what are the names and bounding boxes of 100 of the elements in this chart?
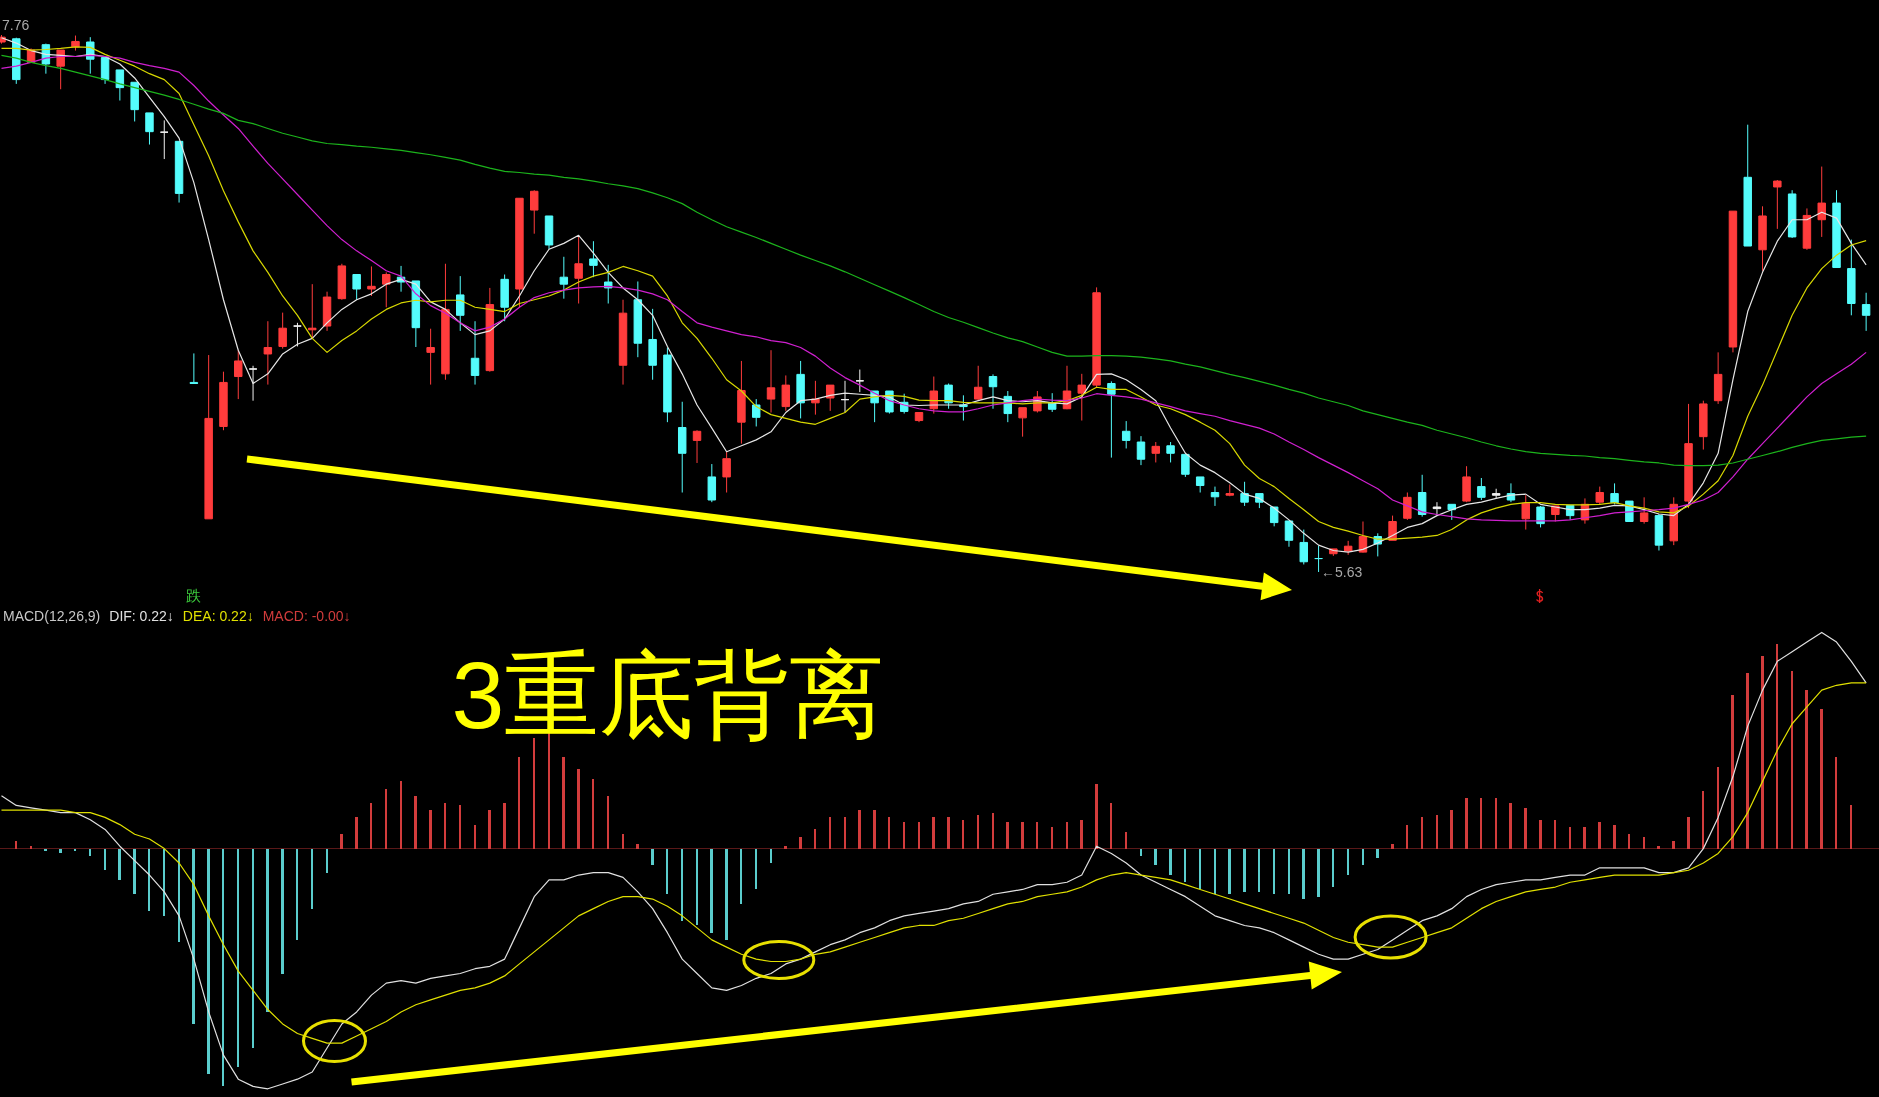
candlestick — [1284, 520, 1294, 548]
bar — [1258, 849, 1260, 892]
candlestick — [1269, 506, 1279, 527]
bar — [814, 829, 816, 849]
bar — [429, 810, 432, 849]
candlestick — [1654, 513, 1664, 551]
bar — [1687, 817, 1690, 849]
candlestick — [1773, 179, 1782, 230]
bar — [651, 849, 654, 865]
candlestick — [1758, 205, 1767, 272]
candlestick — [811, 380, 820, 416]
bar — [385, 789, 387, 849]
bar — [1362, 849, 1364, 865]
bar — [1125, 832, 1127, 849]
bar — [1243, 849, 1246, 892]
bar — [1805, 690, 1808, 849]
candlestick — [914, 412, 924, 423]
bar — [1036, 822, 1038, 849]
bar — [1199, 849, 1201, 889]
candlestick — [973, 365, 983, 402]
bar — [829, 817, 831, 849]
candlestick — [648, 308, 657, 381]
bar — [992, 813, 994, 849]
bar — [799, 837, 802, 849]
candlestick — [352, 274, 361, 301]
bar — [1746, 673, 1749, 849]
candlestick — [1299, 529, 1308, 565]
candlestick — [441, 263, 450, 381]
candlestick — [544, 215, 554, 250]
candlestick — [722, 451, 731, 494]
bar — [15, 841, 17, 849]
bar — [873, 810, 876, 849]
candlestick — [1018, 407, 1027, 438]
bar — [577, 769, 580, 849]
candlestick — [707, 463, 717, 503]
candlestick — [263, 320, 273, 386]
bar — [533, 738, 535, 849]
bar — [311, 849, 313, 909]
bar — [118, 849, 121, 880]
bar — [1776, 644, 1778, 849]
candlestick — [1047, 392, 1057, 413]
candlestick — [1728, 210, 1738, 353]
bar — [237, 849, 239, 1067]
bar — [592, 779, 594, 849]
bar — [784, 846, 787, 849]
candlestick — [1491, 488, 1501, 499]
bar — [1214, 849, 1216, 894]
bar — [1731, 695, 1734, 849]
candlestick — [1684, 403, 1693, 509]
bar — [133, 849, 136, 894]
candlestick — [426, 328, 435, 386]
bar — [488, 810, 491, 849]
candlestick — [515, 197, 524, 308]
bar — [222, 849, 224, 1086]
candlestick — [145, 112, 154, 146]
bar — [1761, 656, 1764, 849]
bar — [1598, 822, 1601, 849]
bar — [844, 817, 846, 849]
candlestick — [796, 360, 805, 419]
bar — [1051, 827, 1053, 849]
candlestick — [855, 369, 865, 393]
bar — [858, 810, 861, 849]
candlestick — [485, 287, 495, 373]
candlestick — [1092, 286, 1101, 388]
candlestick — [204, 354, 213, 520]
bar — [89, 849, 91, 856]
bar — [1509, 803, 1512, 849]
bar — [962, 820, 964, 849]
candlestick — [737, 360, 746, 445]
candlestick — [1802, 207, 1812, 251]
bar — [1791, 671, 1793, 849]
bar — [1095, 784, 1098, 849]
candlestick — [1743, 124, 1752, 247]
bar — [1391, 844, 1394, 849]
bar — [1436, 815, 1438, 849]
candlestick — [574, 235, 583, 304]
candlestick — [559, 256, 569, 300]
bar — [192, 849, 195, 1024]
bar — [148, 849, 150, 911]
annotation: ←5.63 — [1321, 564, 1363, 580]
bar — [622, 834, 624, 849]
bar — [607, 796, 609, 849]
bar — [1273, 849, 1275, 894]
bar — [1539, 820, 1542, 849]
bar — [370, 803, 372, 849]
candlestick — [1121, 420, 1131, 449]
candlestick — [1358, 521, 1368, 554]
bar — [1140, 849, 1142, 856]
candlestick — [337, 263, 347, 301]
candlestick — [663, 347, 672, 423]
candlestick — [411, 280, 421, 348]
bar — [1376, 849, 1379, 858]
bar — [1421, 817, 1423, 849]
chart-title: 3重底背离 — [451, 642, 885, 749]
text: DEA: 0.22↓ — [182, 608, 254, 624]
bar — [326, 849, 328, 873]
bar — [1495, 798, 1497, 849]
candlestick — [189, 352, 199, 384]
bar — [1347, 849, 1349, 875]
candlestick — [1343, 540, 1353, 556]
